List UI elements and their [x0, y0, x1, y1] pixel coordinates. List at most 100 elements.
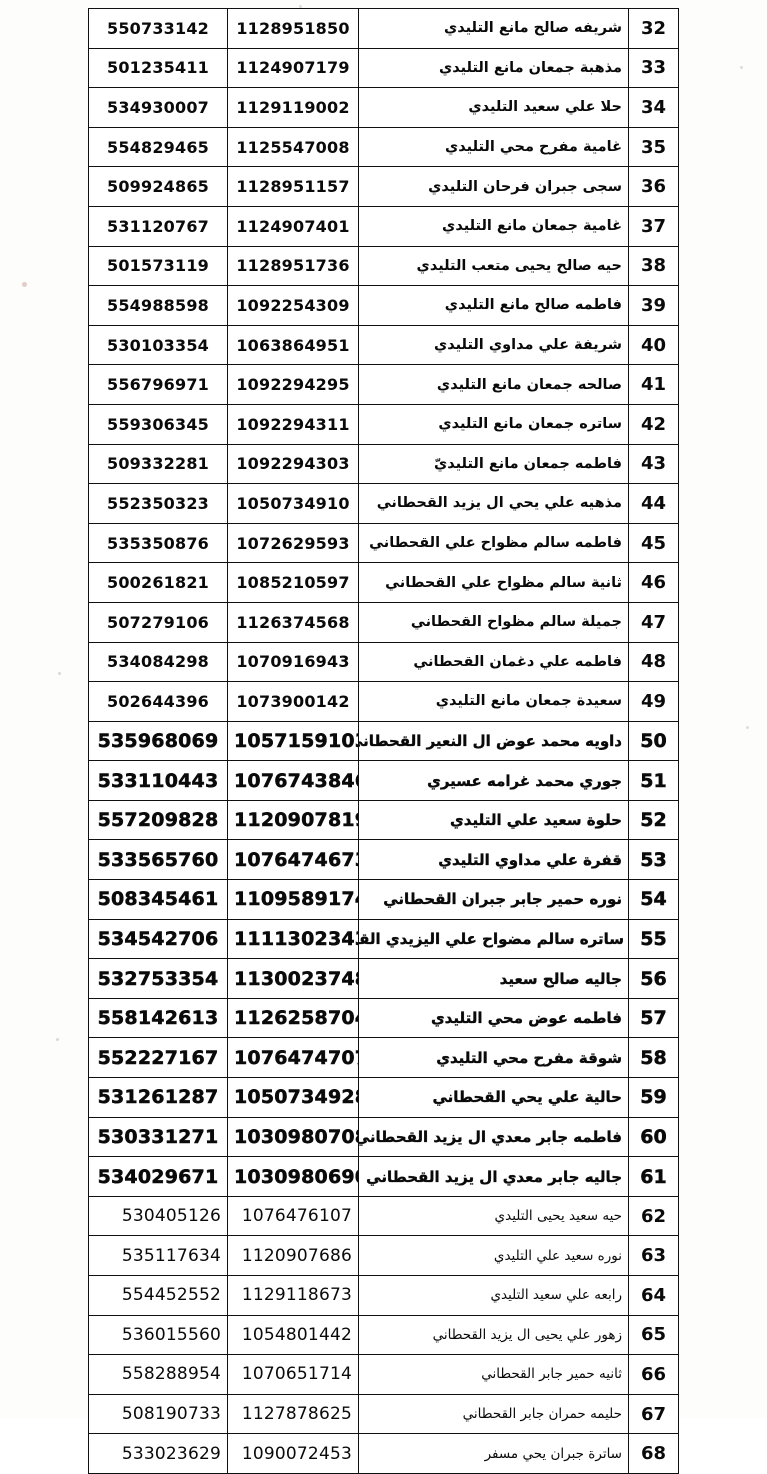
cell-mobile-number: 534084298	[88, 641, 228, 683]
cell-row-index: 67	[628, 1393, 679, 1435]
cell-beneficiary-name: شوقة مفرح محي التليدي	[358, 1037, 629, 1079]
cell-id-number: 1054801442	[227, 1314, 359, 1356]
table-row: 535117634 1120907686 نوره سعيد علي التليدي…	[88, 1235, 679, 1276]
cell-beneficiary-name-text: ساتره سالم مضواح علي اليزيدي القحطاني	[359, 930, 624, 948]
cell-row-index: 45	[628, 522, 679, 564]
table-row: 501573119 1128951736 حيه صالح يحيى متعب ال…	[88, 245, 679, 287]
cell-id-number: 1127878625	[227, 1393, 359, 1435]
cell-id-number: 1092254309	[227, 285, 359, 326]
cell-mobile-number: 530331271	[88, 1116, 228, 1158]
cell-id-number: 1092294295	[227, 364, 359, 405]
cell-row-index: 51	[628, 760, 679, 801]
cell-row-index: 48	[628, 641, 679, 683]
cell-beneficiary-name: حليمه حمران جابر القحطاني	[358, 1393, 629, 1435]
cell-beneficiary-name: ثانيه حمير جابر القحطاني	[358, 1354, 629, 1395]
table-row: 500261821 1085210597 ثانية سالم مظواح علي …	[88, 562, 679, 603]
cell-mobile-number: 554829465	[88, 126, 228, 168]
cell-id-number: 1120907686	[227, 1235, 359, 1276]
cell-beneficiary-name: مذهيه علي يحي ال يزيد القحطاني	[358, 483, 629, 524]
cell-row-index: 32	[628, 8, 679, 49]
cell-id-number: 1128951736	[227, 245, 359, 287]
table-row: 552350323 1050734910 مذهيه علي يحي ال يزيد…	[88, 483, 679, 524]
cell-beneficiary-name: جوري محمد غرامه عسيري	[358, 760, 629, 801]
cell-beneficiary-name: ثانية سالم مظواح علي القحطاني	[358, 562, 629, 603]
cell-id-number: 1128951157	[227, 166, 359, 207]
cell-beneficiary-name: شريفة علي مداوي التليدي	[358, 324, 629, 366]
cell-mobile-number: 534542706	[88, 918, 228, 960]
table-row: 554988598 1092254309 فاطمه صالح مانع التلي…	[88, 285, 679, 326]
table-row: 533110443 1076743846 جوري محمد غرامه عسيري…	[88, 760, 679, 801]
table-row: 534029671 1030980690 جاليه جابر معدي ال يز…	[88, 1156, 679, 1197]
roster-table-body: 550733142 1128951850 شريفه صالح مانع التلي…	[88, 8, 679, 1474]
scan-speck	[299, 5, 302, 8]
cell-mobile-number: 509332281	[88, 443, 228, 485]
table-row: 507279106 1126374568 جميلة سالم مظواح القح…	[88, 601, 679, 643]
cell-beneficiary-name: فاطمه صالح مانع التليدي	[358, 285, 629, 326]
cell-beneficiary-name: نوره حمير جابر جبران القحطاني	[358, 879, 629, 920]
cell-id-number: 1130023748	[227, 958, 359, 999]
cell-beneficiary-name: جاليه جابر معدي ال يزيد القحطاني	[358, 1156, 629, 1197]
cell-mobile-number: 534029671	[88, 1156, 228, 1197]
cell-id-number: 1111302343	[227, 918, 359, 960]
cell-row-index: 34	[628, 87, 679, 128]
cell-id-number: 1076474707	[227, 1037, 359, 1079]
table-row: 554452552 1129118673 رابعه علي سعيد التليد…	[88, 1275, 679, 1316]
table-row: 531120767 1124907401 غامية جمعان مانع التل…	[88, 205, 679, 247]
cell-row-index: 37	[628, 205, 679, 247]
cell-mobile-number: 550733142	[88, 8, 228, 49]
table-row: 535350876 1072629593 فاطمه سالم مظواح علي …	[88, 522, 679, 564]
cell-beneficiary-name: ساتره جمعان مانع التليدي	[358, 403, 629, 445]
cell-mobile-number: 533023629	[88, 1433, 228, 1474]
cell-row-index: 33	[628, 47, 679, 89]
cell-mobile-number: 531120767	[88, 205, 228, 247]
cell-row-index: 47	[628, 601, 679, 643]
cell-row-index: 55	[628, 918, 679, 960]
cell-mobile-number: 558288954	[88, 1354, 228, 1395]
table-row: 508345461 1109589174 نوره حمير جابر جبران …	[88, 879, 679, 920]
cell-beneficiary-name: جاليه صالح سعيد	[358, 958, 629, 999]
table-row: 531261287 1050734928 حالية علي يحي القحطان…	[88, 1077, 679, 1118]
cell-mobile-number: 533565760	[88, 839, 228, 881]
scan-speck	[56, 1038, 59, 1041]
cell-beneficiary-name: حالية علي يحي القحطاني	[358, 1077, 629, 1118]
cell-beneficiary-name: فاطمه جابر معدي ال يزيد القحطاني	[358, 1116, 629, 1158]
cell-beneficiary-name: نوره سعيد علي التليدي	[358, 1235, 629, 1276]
cell-id-number: 1092294311	[227, 403, 359, 445]
cell-mobile-number: 535350876	[88, 522, 228, 564]
table-row: 509924865 1128951157 سجى جبران فرحان التلي…	[88, 166, 679, 207]
cell-beneficiary-name: فاطمه علي دغمان القحطاني	[358, 641, 629, 683]
cell-id-number: 1070916943	[227, 641, 359, 683]
cell-beneficiary-name: صالحه جمعان مانع التليدي	[358, 364, 629, 405]
cell-mobile-number: 501573119	[88, 245, 228, 287]
cell-mobile-number: 552227167	[88, 1037, 228, 1079]
cell-row-index: 35	[628, 126, 679, 168]
cell-id-number: 1129119002	[227, 87, 359, 128]
cell-id-number: 1073900142	[227, 681, 359, 722]
cell-id-number: 1126258704	[227, 997, 359, 1039]
table-row: 533023629 1090072453 ساترة جبران يحي مسفر 6…	[88, 1433, 679, 1474]
cell-row-index: 54	[628, 879, 679, 920]
cell-row-index: 44	[628, 483, 679, 524]
cell-beneficiary-name: سجى جبران فرحان التليدي	[358, 166, 629, 207]
scanned-page: 550733142 1128951850 شريفه صالح مانع التلي…	[22, 5, 749, 1474]
table-row: 530103354 1063864951 شريفة علي مداوي التلي…	[88, 324, 679, 366]
table-row: 534084298 1070916943 فاطمه علي دغمان القحط…	[88, 641, 679, 683]
cell-id-number: 1124907401	[227, 205, 359, 247]
table-row: 559306345 1092294311 ساتره جمعان مانع التل…	[88, 403, 679, 445]
cell-row-index: 39	[628, 285, 679, 326]
cell-row-index: 63	[628, 1235, 679, 1276]
table-row: 552227167 1076474707 شوقة مفرح محي التليدي…	[88, 1037, 679, 1079]
cell-mobile-number: 558142613	[88, 997, 228, 1039]
cell-id-number: 1129118673	[227, 1275, 359, 1316]
table-row: 508190733 1127878625 حليمه حمران جابر القح…	[88, 1393, 679, 1435]
cell-id-number: 1126374568	[227, 601, 359, 643]
table-row: 535968069 1057159103 داويه محمد عوض ال الن…	[88, 720, 679, 762]
scan-speck	[22, 282, 27, 287]
cell-row-index: 38	[628, 245, 679, 287]
table-row: 530331271 1030980708 فاطمه جابر معدي ال يز…	[88, 1116, 679, 1158]
cell-beneficiary-name: فاطمه سالم مظواح علي القحطاني	[358, 522, 629, 564]
cell-mobile-number: 532753354	[88, 958, 228, 999]
table-row: 536015560 1054801442 زهور علي يحيى ال يزيد…	[88, 1314, 679, 1356]
cell-row-index: 41	[628, 364, 679, 405]
cell-mobile-number: 533110443	[88, 760, 228, 801]
